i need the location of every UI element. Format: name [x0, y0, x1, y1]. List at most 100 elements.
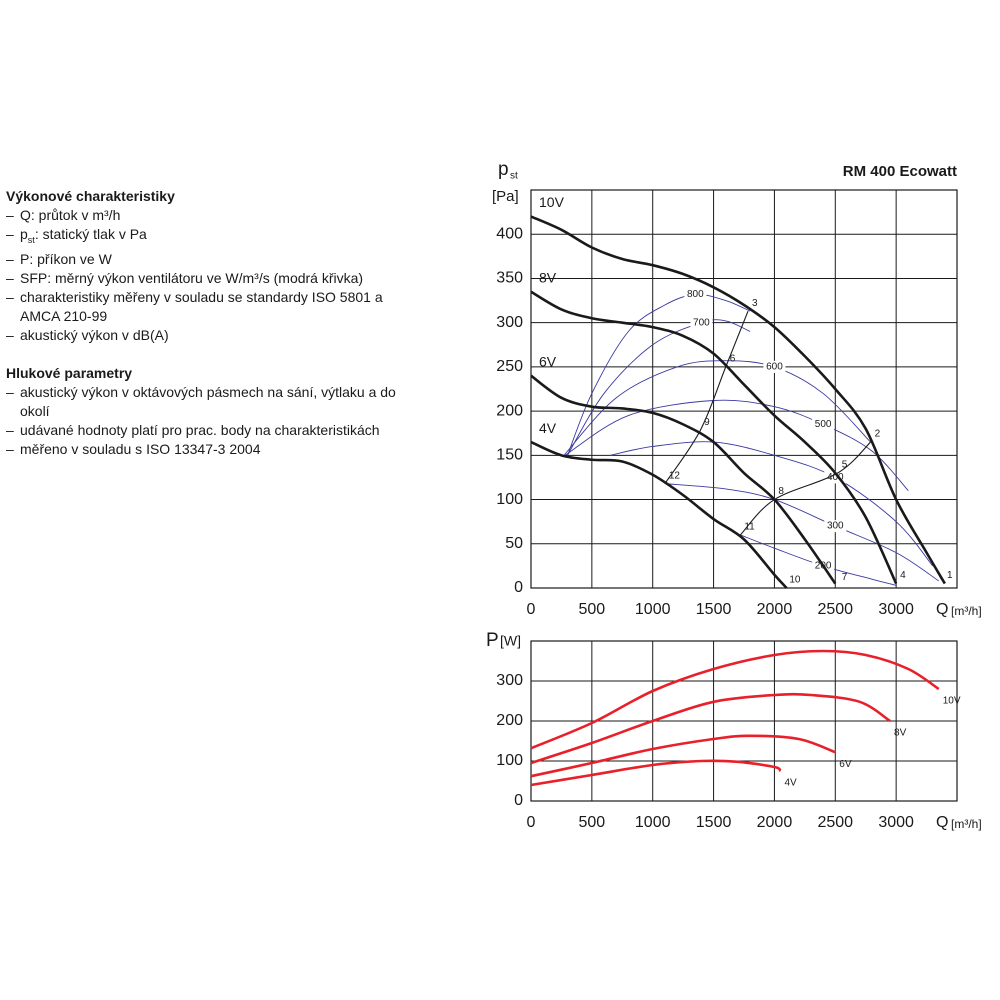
system-curve: [664, 310, 749, 484]
sfp-label: 600: [766, 362, 783, 373]
line: [530, 215, 946, 585]
x-tick-label: 3000: [878, 601, 914, 618]
line: [530, 290, 898, 585]
x-axis-unit: [m³/h]: [951, 604, 982, 618]
list: akustický výkon v oktávových pásmech na …: [6, 383, 406, 459]
list-item: akustický výkon v dB(A): [6, 326, 406, 345]
line: [530, 759, 782, 787]
sfp-label-bg: [812, 418, 835, 431]
item-text: Q: průtok v m³/h: [20, 207, 121, 223]
line: [530, 374, 837, 585]
series-label: 8V: [894, 728, 907, 739]
chart: 0 500 1000 1500 2000 2500 30000501001502002503…: [492, 159, 982, 618]
series-label: 6V: [839, 759, 852, 770]
list-item: měřeno v souladu s ISO 13347-3 2004: [6, 440, 406, 459]
item-text: udávané hodnoty platí pro prac. body na …: [20, 421, 380, 438]
y-axis-label-sub: st: [510, 171, 518, 182]
item-text: : statický tlak v Pa: [34, 226, 147, 242]
description: Výkonové charakteristiky Q: průtok v m³/…: [6, 187, 406, 478]
x-tick-label: 1500: [696, 601, 732, 618]
series-label: 4V: [539, 420, 557, 436]
list: Q: průtok v m³/hpst: statický tlak v PaP…: [6, 206, 406, 345]
y-tick-label: 400: [496, 225, 523, 242]
item-text: SFP: měrný výkon ventilátoru ve W/m³/s (…: [20, 269, 364, 286]
y-tick-label: 350: [496, 270, 523, 287]
working-point-label: 1: [947, 570, 953, 581]
y-axis-label: P: [486, 630, 499, 651]
x-axis-unit: [m³/h]: [951, 817, 982, 831]
y-tick-label: 150: [496, 447, 523, 464]
x-tick-label: 1000: [635, 601, 671, 618]
y-axis-unit: [W]: [500, 633, 521, 649]
working-point-label: 3: [752, 298, 758, 309]
y-tick-label: 0: [514, 792, 523, 809]
subscript: st: [27, 234, 35, 245]
list-item: charakteristiky měřeny v souladu se stan…: [6, 288, 406, 326]
y-tick-label: 300: [496, 314, 523, 331]
y-tick-label: 300: [496, 672, 523, 689]
x-tick-label: 1000: [635, 814, 671, 831]
item-text: akustický výkon v dB(A): [20, 326, 169, 343]
working-point-label: 11: [744, 522, 755, 533]
working-point-label: 6: [730, 354, 736, 365]
sfp-label-bg: [824, 520, 847, 533]
series-label: 6V: [539, 353, 557, 369]
series-label: 8V: [539, 269, 557, 285]
sfp-label: 800: [687, 289, 704, 300]
item-text: měřeno v souladu s ISO 13347-3 2004: [20, 440, 261, 457]
y-axis-label: p: [498, 159, 509, 180]
x-tick-label: 2000: [757, 601, 793, 618]
sfp-label: 300: [827, 521, 844, 532]
sfp-curve: [664, 483, 939, 582]
series-label: 10V: [943, 696, 961, 707]
x-tick-label: 0: [527, 814, 536, 831]
y-tick-label: 50: [505, 535, 523, 552]
heading: Výkonové charakteristiky: [6, 188, 175, 204]
working-point-label: 9: [704, 417, 710, 428]
sfp-label: 700: [693, 317, 710, 328]
series-label: 4V: [785, 778, 798, 789]
list-item: pst: statický tlak v Pa: [6, 225, 406, 250]
x-tick-label: 500: [579, 601, 606, 618]
list-item: udávané hodnoty platí pro prac. body na …: [6, 421, 406, 440]
working-point-label: 5: [842, 460, 848, 471]
working-point-label: 2: [875, 429, 881, 440]
list-item: akustický výkon v oktávových pásmech na …: [6, 383, 406, 421]
y-tick-label: 0: [514, 579, 523, 596]
heading: Hlukové parametry: [6, 364, 133, 381]
item-text: p: [20, 226, 28, 242]
sfp-curve: [567, 319, 751, 456]
working-point-label: 12: [669, 470, 681, 481]
x-axis-label: Q: [936, 814, 948, 831]
sfp-curve: [563, 360, 871, 456]
y-tick-label: 250: [496, 358, 523, 375]
working-point-label: 4: [900, 570, 906, 581]
x-tick-label: 2500: [817, 601, 853, 618]
line: [530, 692, 891, 765]
x-tick-label: 2000: [757, 814, 793, 831]
x-tick-label: 1500: [696, 814, 732, 831]
sfp-label-bg: [684, 288, 707, 301]
sfp-curve: [567, 293, 751, 456]
line: [530, 440, 788, 589]
sfp-label-bg: [763, 360, 786, 373]
working-point-label: 10: [789, 575, 801, 586]
sfp-label-bg: [690, 316, 713, 329]
sfp-curve: [564, 399, 909, 492]
line: [530, 734, 836, 778]
series-label: 10V: [539, 194, 565, 210]
system-curve: [739, 441, 871, 536]
x-tick-label: 0: [527, 601, 536, 618]
y-axis-unit: [Pa]: [492, 188, 519, 205]
y-tick-label: 100: [496, 752, 523, 769]
y-tick-label: 200: [496, 402, 523, 419]
item-text: charakteristiky měřeny v souladu se stan…: [20, 288, 383, 324]
list-item: SFP: měrný výkon ventilátoru ve W/m³/s (…: [6, 269, 406, 288]
sfp-label: 500: [815, 419, 832, 430]
list-item: Q: průtok v m³/h: [6, 206, 406, 225]
working-point-label: 8: [778, 486, 784, 497]
sfp-curve: [610, 441, 934, 567]
sfp-label: 400: [827, 472, 844, 483]
working-point-label: 7: [842, 572, 848, 583]
